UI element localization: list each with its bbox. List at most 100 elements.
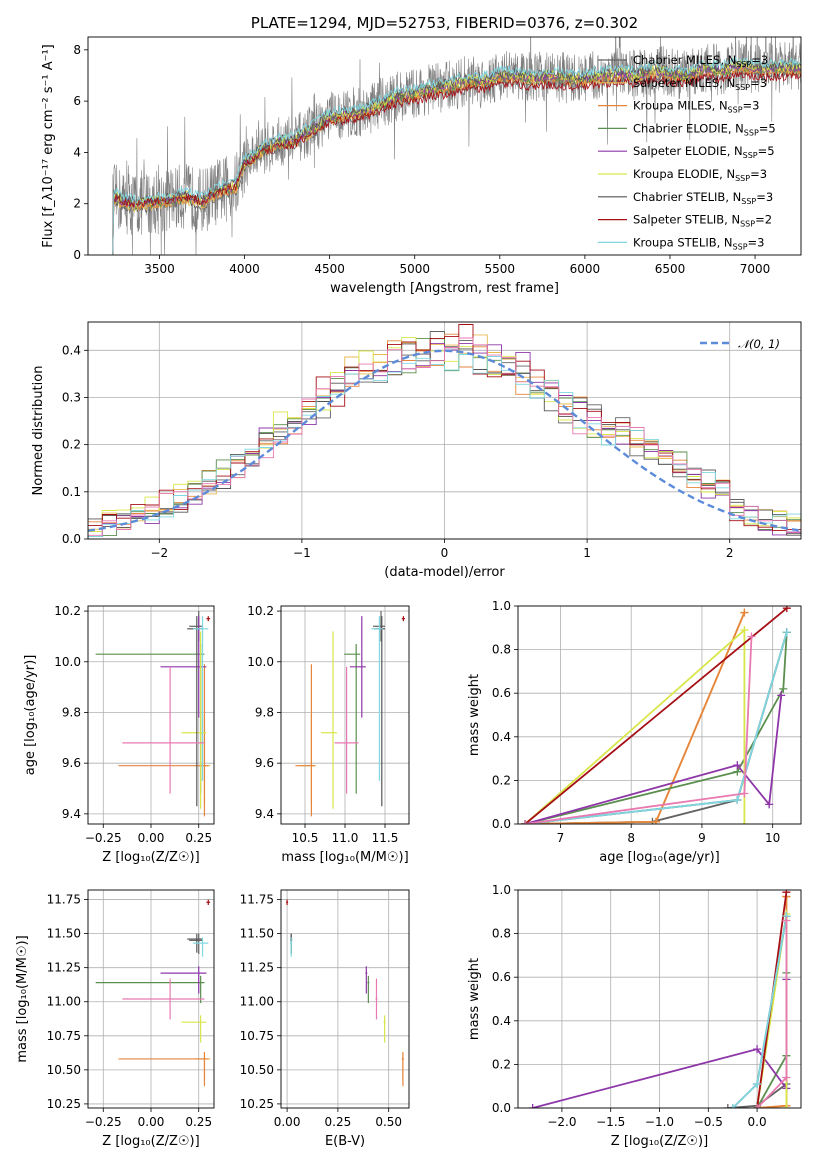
- axes-frame: [87, 321, 802, 540]
- axes-frame: [280, 605, 410, 825]
- model-point: [295, 664, 316, 817]
- y-tick-label: 10.2: [54, 604, 81, 618]
- y-tick-label: 0.8: [492, 927, 511, 941]
- y-tick-label: 9.8: [62, 705, 81, 719]
- weight-marker: [733, 796, 742, 805]
- legend-entry: Chabrier STELIB, NSSP=3: [633, 190, 773, 206]
- y-tick-label: 11.50: [240, 927, 274, 941]
- legend-tail: =3: [748, 235, 765, 249]
- y-tick-label: 0.0: [62, 532, 81, 546]
- chart-title: PLATE=1294, MJD=52753, FIBERID=0376, z=0…: [251, 14, 638, 32]
- x-tick-label: 0.25: [185, 831, 212, 845]
- weight-marker: [765, 800, 774, 809]
- model-spectrum-line: [111, 55, 801, 255]
- spectrum-plot-area: [108, 37, 801, 255]
- y-tick-label: 10.50: [47, 1063, 81, 1077]
- legend-tail: =3: [750, 167, 767, 181]
- model-point: [189, 933, 203, 955]
- x-axis-label: E(B-V): [325, 1134, 365, 1149]
- weight-marker: [528, 1104, 537, 1108]
- x-tick-label: 5500: [485, 262, 516, 276]
- weight-marker: [651, 817, 660, 824]
- legend-tail: =3: [750, 76, 767, 90]
- model-point: [321, 631, 337, 809]
- x-tick-label: 10: [765, 831, 780, 845]
- age-vs-mass-panel: 10.5 11.0 11.5 9.4 9.6 9.8 10.0 10.2: [247, 604, 410, 845]
- weight-marker: [728, 1104, 737, 1108]
- y-tick-label: 0: [73, 248, 81, 262]
- model-point: [193, 937, 209, 957]
- y-tick-label: 0.1: [62, 485, 81, 499]
- x-tick-label: 0.00: [138, 831, 165, 845]
- y-tick-label: 2: [73, 197, 81, 211]
- weight-line: [524, 607, 788, 824]
- x-tick-label: 6000: [570, 262, 601, 276]
- model-point: [371, 616, 383, 781]
- x-tick-label: 11.0: [332, 831, 359, 845]
- legend-sub: SSP: [743, 151, 758, 160]
- x-tick-label: 7: [557, 831, 565, 845]
- weight-marker: [521, 820, 530, 824]
- normal-curve: [88, 349, 801, 532]
- y-tick-label: 11.25: [240, 961, 274, 975]
- weight-marker: [779, 684, 788, 693]
- model-point: [122, 978, 205, 1020]
- x-tick-label: 11.5: [372, 831, 399, 845]
- y-tick-label: 0.4: [62, 343, 81, 357]
- x-tick-label: −2: [150, 546, 168, 560]
- y-tick-label: 11.25: [47, 961, 81, 975]
- y-tick-label: 10.0: [247, 655, 274, 669]
- legend-label: Kroupa ELODIE, N: [633, 167, 735, 181]
- y-tick-label: 10.25: [240, 1097, 274, 1111]
- axes-frame: [87, 889, 215, 1109]
- legend-tail: =5: [759, 121, 776, 135]
- age-vs-mass-plot-area: [295, 611, 405, 817]
- y-tick-label: 9.8: [255, 705, 274, 719]
- legend-label: Salpeter MILES, N: [633, 76, 735, 90]
- weight-marker: [753, 1104, 762, 1108]
- model-point: [383, 1015, 386, 1043]
- model-point: [160, 616, 207, 718]
- model-point: [349, 616, 366, 718]
- model-point: [206, 899, 211, 905]
- legend-tail: =3: [756, 190, 773, 204]
- legend-label: Chabrier MILES, N: [633, 53, 736, 67]
- y-tick-label: 0.2: [492, 773, 511, 787]
- x-tick-label: −0.5: [694, 1115, 723, 1129]
- y-axis-label: mass weight: [467, 674, 482, 756]
- model-point: [122, 666, 205, 794]
- x-tick-label: 10.5: [292, 831, 319, 845]
- y-tick-label: 10.2: [247, 604, 274, 618]
- y-tick-label: 10.25: [47, 1097, 81, 1111]
- x-tick-label: 0.00: [138, 1115, 165, 1129]
- model-point: [365, 966, 368, 994]
- model-point: [401, 616, 405, 622]
- weight-marker: [723, 1104, 732, 1108]
- weight-marker: [777, 691, 786, 700]
- x-tick-label: −2.0: [547, 1115, 576, 1129]
- legend-sub: SSP: [735, 174, 750, 183]
- y-tick-label: 0.4: [492, 730, 511, 744]
- residuals-plot-area: [88, 324, 801, 538]
- x-tick-label: 3500: [144, 262, 175, 276]
- x-tick-label: 4000: [229, 262, 260, 276]
- weight-marker: [740, 625, 749, 634]
- y-tick-label: 9.6: [255, 756, 274, 770]
- weight-marker: [740, 789, 749, 798]
- axes-frame: [517, 605, 802, 825]
- residual-histogram: [88, 354, 801, 537]
- legend-entry: Salpeter STELIB, NSSP=2: [633, 213, 772, 229]
- weight-marker: [782, 890, 791, 897]
- y-axis-label: Normed distribution: [31, 366, 46, 496]
- residuals-legend: 𝒩(0, 1): [700, 337, 780, 351]
- legend-entry: Kroupa ELODIE, NSSP=3: [633, 167, 767, 183]
- model-point: [299, 715, 316, 804]
- model-point: [181, 1015, 207, 1043]
- y-tick-label: 9.4: [62, 807, 81, 821]
- legend-entry: Chabrier ELODIE, NSSP=5: [633, 121, 776, 137]
- legend-sub: SSP: [744, 128, 759, 137]
- y-tick-label: 0.2: [62, 438, 81, 452]
- x-tick-label: 6500: [655, 262, 686, 276]
